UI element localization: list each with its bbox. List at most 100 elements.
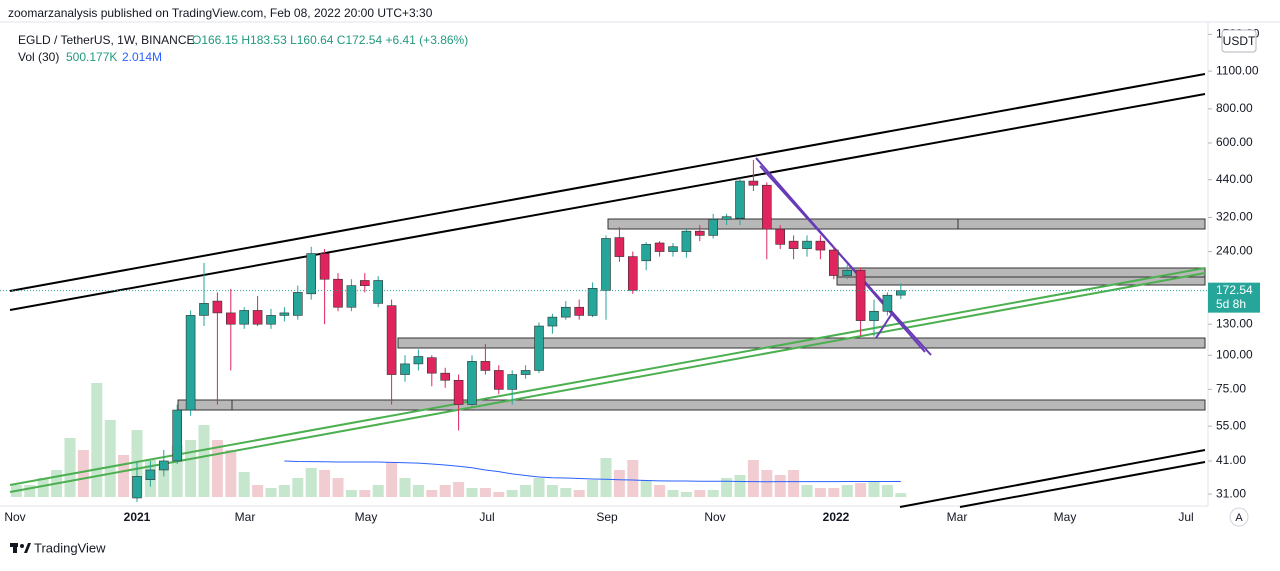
volume-bar bbox=[412, 485, 424, 497]
candle-body bbox=[440, 372, 451, 381]
candle-body bbox=[319, 253, 330, 280]
candle-body bbox=[721, 216, 732, 220]
trendline bbox=[9, 73, 1206, 292]
y-tick-label: 320.00 bbox=[1216, 210, 1253, 224]
candle-body bbox=[266, 315, 276, 325]
logo-part bbox=[13, 543, 17, 553]
volume-bar bbox=[158, 465, 170, 497]
logo-part bbox=[20, 544, 24, 548]
volume-bar bbox=[868, 482, 880, 497]
y-tick-label: 130.00 bbox=[1216, 316, 1253, 330]
volume-bar bbox=[359, 490, 371, 497]
zones bbox=[177, 218, 1206, 411]
candle-body bbox=[694, 230, 705, 236]
candle-body bbox=[560, 306, 571, 318]
volume-bar bbox=[841, 485, 853, 497]
volume-bar bbox=[627, 460, 639, 497]
volume-bar bbox=[855, 483, 867, 497]
candle-body bbox=[614, 237, 625, 257]
trendline bbox=[875, 311, 894, 339]
volume-bar bbox=[788, 470, 800, 497]
ohlc: O166.15 H183.53 L160.64 C172.54 +6.41 (+… bbox=[192, 33, 468, 47]
y-tick-label: 440.00 bbox=[1216, 172, 1253, 186]
volume-bar bbox=[493, 492, 505, 497]
volume-bar bbox=[292, 478, 304, 497]
currency-button[interactable] bbox=[1221, 29, 1257, 53]
candle-body bbox=[333, 278, 343, 308]
volume-bar bbox=[372, 485, 384, 497]
volume-bar bbox=[828, 488, 840, 497]
volume-bar bbox=[426, 490, 438, 497]
volume-bar bbox=[118, 455, 130, 497]
volume-bar bbox=[77, 450, 89, 497]
x-tick-label: Nov bbox=[704, 510, 725, 524]
candle-body bbox=[627, 256, 638, 291]
volume-bar bbox=[895, 493, 907, 497]
volume-bar bbox=[707, 490, 719, 497]
candle-body bbox=[159, 460, 169, 471]
candle-body bbox=[453, 379, 464, 405]
y-tick-label: 31.00 bbox=[1216, 486, 1246, 500]
trendline bbox=[9, 267, 1206, 486]
candle-body bbox=[212, 300, 223, 314]
x-tick-label: Jul bbox=[1178, 510, 1193, 524]
auto-scale-button[interactable] bbox=[1229, 507, 1249, 527]
candle-body bbox=[761, 184, 772, 230]
volume-bar bbox=[24, 485, 36, 497]
candle-body bbox=[802, 240, 812, 249]
volume-bar bbox=[747, 460, 759, 497]
volume-bar bbox=[211, 440, 223, 497]
candle-body bbox=[292, 292, 303, 316]
volume-bar bbox=[305, 468, 317, 497]
volume-bar bbox=[573, 490, 585, 497]
candle-body bbox=[239, 310, 249, 325]
trendline bbox=[959, 461, 1206, 508]
candle-body bbox=[895, 290, 906, 296]
zone bbox=[836, 267, 1206, 278]
last-price: 172.54 bbox=[1216, 283, 1253, 297]
volume-bar bbox=[814, 488, 826, 497]
candle-body bbox=[386, 305, 397, 375]
volume-bar bbox=[680, 492, 692, 497]
y-tick-label: 55.00 bbox=[1216, 418, 1246, 432]
x-tick-label: Mar bbox=[235, 510, 256, 524]
candle-body bbox=[480, 361, 491, 371]
candle-body bbox=[252, 310, 263, 325]
candles bbox=[132, 159, 906, 502]
volume-bar bbox=[225, 450, 237, 497]
candle-body bbox=[547, 316, 558, 327]
candle-body bbox=[882, 294, 893, 312]
zone bbox=[607, 218, 1206, 230]
trendline bbox=[9, 93, 1206, 311]
volume-bar bbox=[37, 478, 49, 497]
candle-body bbox=[654, 242, 665, 252]
x-tick-label: Jul bbox=[479, 510, 494, 524]
currency[interactable]: USDT bbox=[1223, 34, 1256, 48]
candle-body bbox=[359, 280, 370, 286]
x-tick-label: Sep bbox=[596, 510, 618, 524]
x-tick-label: 2021 bbox=[124, 510, 151, 524]
last-price-box bbox=[1208, 282, 1260, 313]
candle-body bbox=[681, 230, 692, 252]
volume-bar bbox=[278, 485, 290, 497]
volume-title: Vol (30) bbox=[18, 50, 59, 64]
x-tick-label: May bbox=[355, 510, 378, 524]
logo bbox=[10, 543, 31, 553]
volume-bar bbox=[721, 478, 733, 497]
trendlines bbox=[9, 73, 1206, 508]
candle-body bbox=[828, 249, 839, 276]
volume-bar bbox=[332, 478, 344, 497]
candle-body bbox=[413, 356, 424, 365]
countdown: 5d 8h bbox=[1216, 297, 1246, 311]
y-tick-label: 100.00 bbox=[1216, 347, 1253, 361]
volume-bar bbox=[479, 488, 491, 497]
volume-bar bbox=[439, 485, 451, 497]
candle-body bbox=[668, 246, 678, 252]
candle-body bbox=[172, 409, 182, 462]
candle-body bbox=[279, 312, 290, 316]
zone bbox=[836, 276, 1206, 286]
candle-body bbox=[735, 180, 745, 219]
auto-scale[interactable]: A bbox=[1235, 512, 1243, 524]
candle-body bbox=[199, 303, 209, 316]
